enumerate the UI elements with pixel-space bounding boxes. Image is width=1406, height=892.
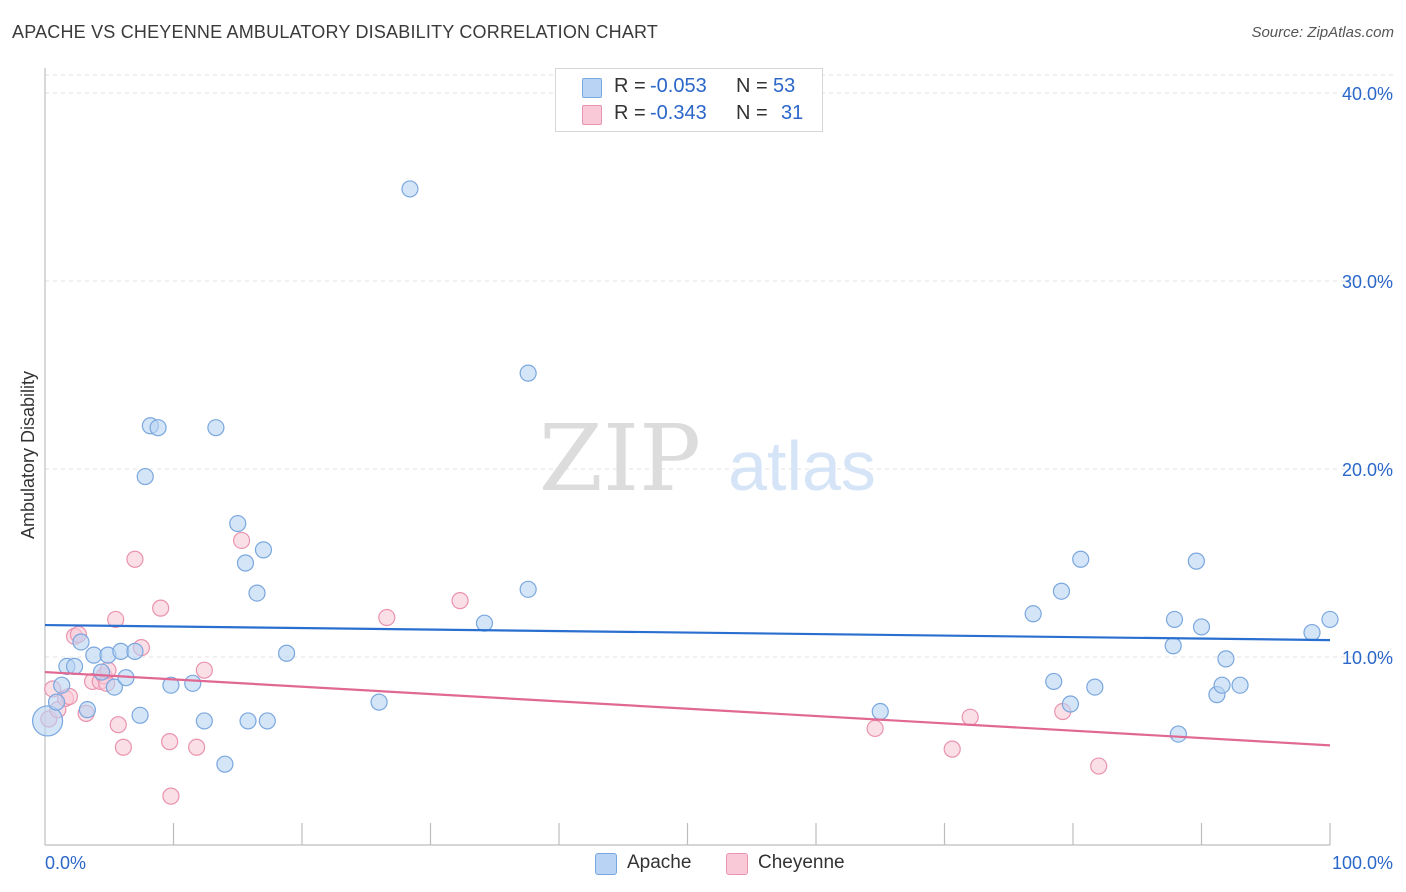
- apache-point: [401, 180, 419, 198]
- legend-label: Cheyenne: [758, 852, 845, 873]
- apache-point: [1213, 676, 1231, 694]
- cheyenne-trend-line: [44, 670, 1331, 747]
- cheyenne-point: [162, 787, 180, 805]
- apache-point: [1072, 550, 1090, 568]
- apache-swatch: [582, 78, 602, 98]
- n-value: 31: [781, 102, 804, 124]
- apache-point: [126, 642, 144, 660]
- apache-point: [78, 701, 97, 719]
- apache-point: [1164, 637, 1182, 655]
- apache-point: [1045, 672, 1063, 691]
- apache-point: [519, 364, 537, 382]
- apache-point: [1192, 618, 1211, 636]
- cheyenne-point: [109, 716, 127, 734]
- y-tick-label: 10.0%: [1342, 648, 1393, 668]
- y-tick-label: 20.0%: [1342, 460, 1393, 480]
- correlation-legend: R = -0.053 N = 53 R = -0.343 N = 31: [555, 68, 823, 132]
- apache-point: [1024, 605, 1042, 623]
- apache-point: [184, 674, 202, 692]
- cheyenne-point: [195, 661, 213, 679]
- apache-point: [53, 676, 71, 694]
- watermark-zip: ZIP: [539, 405, 701, 512]
- apache-point: [72, 633, 90, 651]
- source-label: Source: ZipAtlas.com: [1251, 24, 1394, 41]
- cheyenne-point: [126, 550, 144, 568]
- cheyenne-point: [114, 738, 132, 756]
- legend-label: Apache: [627, 852, 692, 873]
- apache-point: [475, 614, 494, 632]
- apache-point: [1061, 695, 1080, 713]
- cheyenne-point: [943, 740, 961, 758]
- apache-point: [31, 705, 64, 737]
- apache-point: [162, 676, 180, 694]
- trend-lines: [44, 623, 1331, 747]
- apache-point: [229, 514, 247, 533]
- apache-trend-line: [44, 623, 1331, 642]
- data-points: [31, 180, 1339, 805]
- apache-point: [1052, 582, 1071, 600]
- r-label: R =: [614, 75, 646, 97]
- apache-point: [105, 678, 123, 696]
- apache-swatch: [595, 853, 617, 875]
- apache-point: [92, 663, 111, 681]
- apache-point: [1187, 552, 1205, 570]
- apache-point: [136, 467, 154, 486]
- n-label: N =: [736, 102, 768, 124]
- tick-labels: 10.0% 20.0% 30.0% 40.0% 0.0% 100.0%: [45, 84, 1393, 873]
- apache-point: [519, 580, 537, 598]
- apache-point: [239, 712, 257, 730]
- n-value: 53: [773, 75, 796, 97]
- series-legend: Apache Cheyenne: [0, 852, 1406, 878]
- apache-point: [254, 541, 273, 559]
- r-value: -0.343: [650, 102, 707, 124]
- apache-point: [1303, 623, 1321, 642]
- apache-point: [871, 702, 889, 721]
- apache-point: [248, 584, 266, 602]
- apache-point: [1231, 676, 1249, 694]
- cheyenne-point: [152, 599, 170, 617]
- chart-title: APACHE VS CHEYENNE AMBULATORY DISABILITY…: [12, 22, 659, 42]
- r-value: -0.053: [650, 75, 707, 97]
- apache-point: [65, 657, 84, 676]
- cheyenne-swatch: [582, 105, 602, 125]
- apache-point: [1321, 610, 1339, 629]
- watermark: ZIP atlas: [539, 405, 876, 512]
- apache-point: [1217, 650, 1235, 668]
- apache-point: [277, 644, 296, 662]
- apache-point: [216, 755, 234, 773]
- n-label: N =: [736, 75, 768, 97]
- cheyenne-swatch: [726, 853, 748, 875]
- apache-point: [1169, 725, 1187, 743]
- cheyenne-point: [161, 733, 179, 751]
- cheyenne-point: [378, 608, 396, 627]
- apache-point: [1165, 610, 1184, 629]
- cheyenne-point: [233, 531, 251, 550]
- x-tick-label: 100.0%: [1332, 853, 1393, 873]
- apache-point: [149, 419, 167, 437]
- cheyenne-point: [451, 592, 469, 610]
- apache-point: [131, 706, 149, 724]
- apache-point: [207, 419, 225, 437]
- cheyenne-point: [961, 708, 979, 726]
- y-tick-label: 40.0%: [1342, 84, 1393, 104]
- watermark-atlas: atlas: [728, 427, 876, 505]
- axes: [44, 68, 1331, 846]
- apache-point: [47, 693, 66, 711]
- apache-point: [195, 712, 213, 730]
- cheyenne-point: [1090, 757, 1108, 775]
- r-label: R =: [614, 102, 646, 124]
- y-tick-label: 30.0%: [1342, 272, 1393, 292]
- y-axis-label: Ambulatory Disability: [18, 371, 38, 539]
- cheyenne-point: [866, 719, 884, 738]
- apache-point: [258, 712, 276, 730]
- apache-point: [1086, 678, 1104, 696]
- x-tick-label: 0.0%: [45, 853, 86, 873]
- apache-point: [370, 693, 388, 711]
- apache-point: [236, 554, 255, 572]
- cheyenne-point: [107, 610, 125, 629]
- cheyenne-point: [188, 738, 206, 756]
